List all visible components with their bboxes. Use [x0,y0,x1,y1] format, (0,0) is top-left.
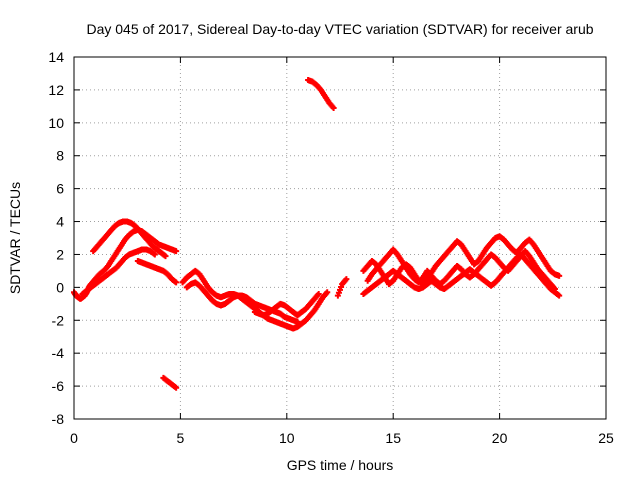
y-tick-label: 8 [56,148,64,164]
data-point [330,105,337,112]
data-point [556,272,563,279]
data-point [556,292,563,299]
plot-frame [73,56,607,420]
series-arc-6 [179,267,331,332]
data-point [173,248,180,255]
data-point [294,318,301,325]
data-point [343,276,350,283]
series-arc-3 [79,246,158,297]
series-arc-2 [90,218,169,260]
data-points [71,77,563,391]
x-tick-label: 5 [177,430,185,446]
data-point [173,279,180,286]
series-arc-8 [251,290,322,319]
series-arc-5 [160,374,180,391]
y-axis-label: SDTVAR / TECUs [7,182,23,294]
x-tick-label: 0 [70,430,78,446]
data-point [315,290,322,297]
data-point [162,253,169,260]
y-tick-label: -4 [52,345,65,361]
x-tick-label: 10 [279,430,295,446]
x-axis-label: GPS time / hours [287,457,394,473]
x-tick-label: 20 [492,430,508,446]
y-tick-label: -8 [52,411,65,427]
y-tick-label: -2 [52,312,65,328]
series-arc-13 [360,251,563,299]
y-tick-label: 6 [56,181,64,197]
y-tick-label: 0 [56,279,64,295]
y-tick-label: -6 [52,378,65,394]
data-point [324,289,331,296]
chart-title: Day 045 of 2017, Sidereal Day-to-day VTE… [86,21,593,37]
y-tick-label: 4 [56,214,64,230]
y-tick-label: 14 [48,49,64,65]
y-tick-label: 10 [48,115,64,131]
series-arc-4 [134,258,180,286]
x-tick-label: 25 [598,430,614,446]
data-point [151,251,158,258]
x-tick-label: 15 [385,430,401,446]
axis-ticks: 0 5 10 15 20 25 -8 -6 -4 -2 0 2 4 6 8 10 12 14 [48,49,614,446]
y-tick-label: 2 [56,246,64,262]
series-arc-10 [334,276,350,299]
series-arc-9 [305,77,337,112]
y-tick-label: 12 [48,82,64,98]
series-arc-7 [183,279,301,325]
data-point [173,384,180,391]
